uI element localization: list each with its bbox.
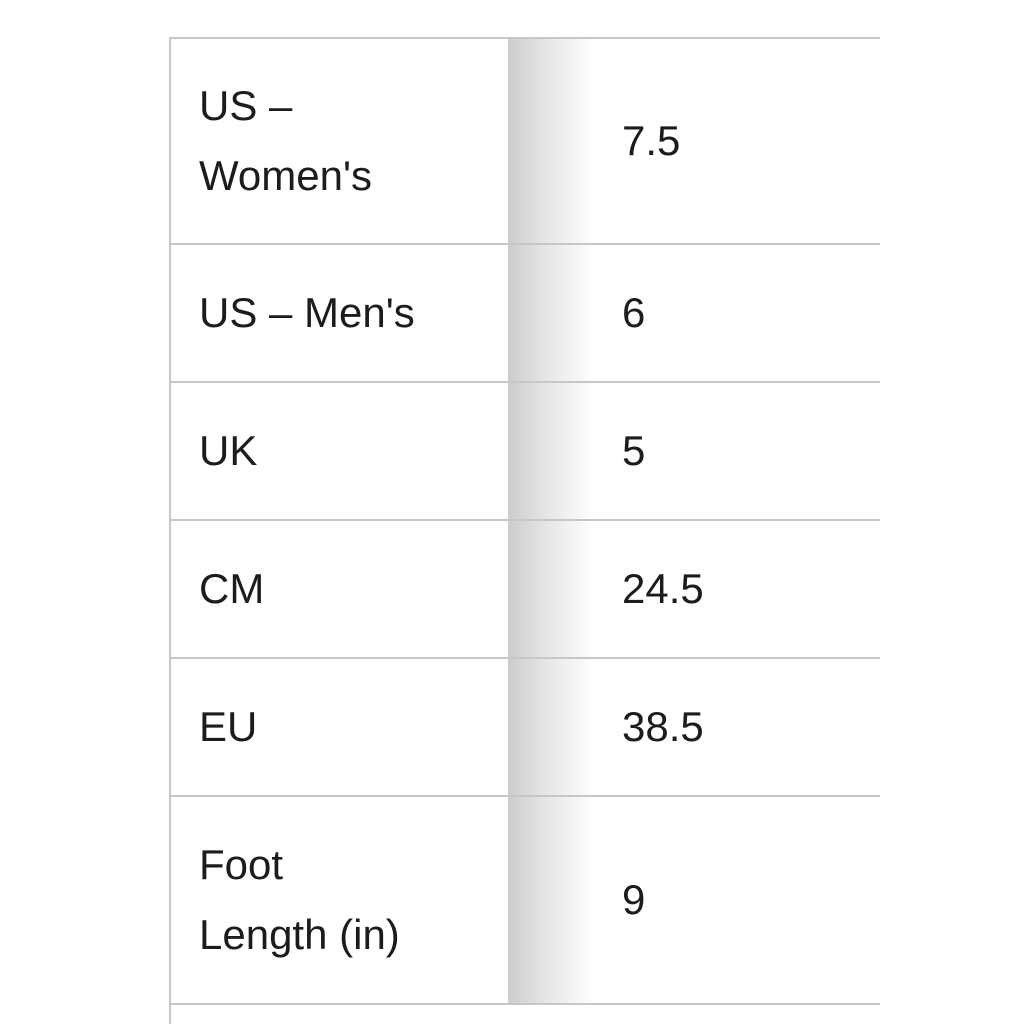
table-row: CM 24.5 [171, 521, 880, 659]
size-conversion-table: US – Women's 7.5 US – Men's 6 UK 5 CM 24… [169, 37, 880, 1024]
table-row: EU 38.5 [171, 659, 880, 797]
size-system-label: EU [171, 659, 508, 795]
table-row: US – Men's 6 [171, 245, 880, 383]
size-value: 38.5 [508, 659, 880, 795]
size-value: 9 [508, 797, 880, 1003]
size-value: 24.5 [508, 521, 880, 657]
size-system-label: US – Women's [171, 39, 508, 243]
size-value-empty [508, 1005, 880, 1024]
size-system-label: Foot Length (in) [171, 797, 508, 1003]
table-row: Foot Length (in) 9 [171, 797, 880, 1005]
size-value: 6 [508, 245, 880, 381]
size-system-label: CM [171, 521, 508, 657]
size-value: 5 [508, 383, 880, 519]
size-system-label: US – Men's [171, 245, 508, 381]
table-row-clipped [171, 1005, 880, 1024]
size-value: 7.5 [508, 39, 880, 243]
size-system-label: UK [171, 383, 508, 519]
size-system-label-empty [171, 1005, 508, 1024]
table-row: US – Women's 7.5 [171, 39, 880, 245]
table-row: UK 5 [171, 383, 880, 521]
